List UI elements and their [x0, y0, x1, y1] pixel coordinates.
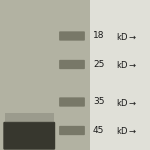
Text: kD$\rightarrow$: kD$\rightarrow$: [116, 30, 137, 42]
FancyBboxPatch shape: [59, 126, 85, 135]
Text: 35: 35: [93, 98, 105, 106]
Text: 25: 25: [93, 60, 104, 69]
FancyBboxPatch shape: [3, 122, 55, 150]
Text: 45: 45: [93, 126, 104, 135]
FancyBboxPatch shape: [59, 97, 85, 107]
Text: kD$\rightarrow$: kD$\rightarrow$: [116, 125, 137, 136]
FancyBboxPatch shape: [0, 0, 90, 150]
FancyBboxPatch shape: [59, 31, 85, 41]
Text: kD$\rightarrow$: kD$\rightarrow$: [116, 96, 137, 108]
FancyBboxPatch shape: [90, 0, 150, 150]
Text: 18: 18: [93, 32, 105, 40]
FancyBboxPatch shape: [59, 60, 85, 69]
Text: kD$\rightarrow$: kD$\rightarrow$: [116, 59, 137, 70]
FancyBboxPatch shape: [4, 112, 54, 123]
